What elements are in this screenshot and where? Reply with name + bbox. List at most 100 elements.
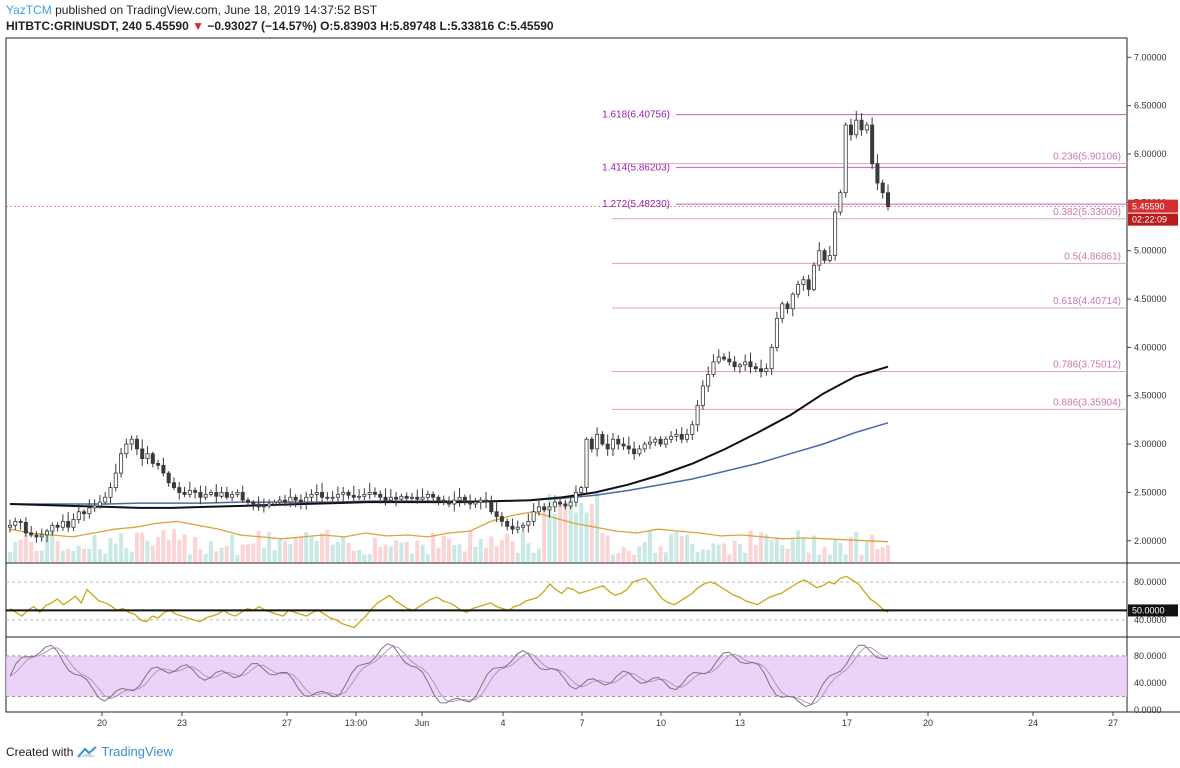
candle-body — [748, 361, 753, 368]
candle-body — [769, 346, 774, 370]
candle-body — [452, 499, 457, 505]
candle-body — [330, 496, 335, 499]
volume-bar — [753, 544, 758, 563]
volume-bar — [193, 536, 198, 563]
volume-bar — [785, 548, 790, 563]
volume-bar — [542, 505, 547, 563]
candle-body — [669, 435, 674, 440]
candle-body — [790, 293, 795, 310]
volume-bar — [156, 537, 161, 563]
volume-bar — [769, 540, 774, 563]
volume-bar — [415, 540, 420, 563]
candle-body — [711, 361, 716, 375]
volume-bar — [515, 552, 520, 563]
price-tick-label: 4.00000 — [1134, 342, 1167, 352]
volume-bar — [346, 542, 351, 563]
time-tick-label: 17 — [842, 718, 852, 728]
volume-bars — [8, 492, 890, 563]
candle-body — [18, 521, 23, 523]
candle-body — [166, 472, 171, 484]
volume-bar — [235, 554, 240, 563]
rsi-level-tag — [1128, 604, 1178, 617]
volume-bar — [494, 546, 499, 563]
volume-bar — [351, 550, 356, 563]
stochastic-panel: 80.0000 40.0000 0.0000 — [6, 643, 1167, 715]
volume-bar — [605, 535, 610, 563]
price-axis: 7.000006.500006.000005.500005.000004.500… — [6, 52, 1178, 546]
candle-body — [573, 492, 578, 503]
candle-body — [489, 501, 494, 513]
candle-body — [309, 493, 314, 498]
time-tick-label: 23 — [177, 718, 187, 728]
candle-body — [843, 124, 848, 194]
candle-body — [653, 438, 658, 443]
candle-body — [261, 505, 266, 508]
volume-bar — [251, 543, 256, 563]
volume-bar — [50, 530, 55, 563]
candle-body — [647, 441, 652, 445]
candle-body — [658, 438, 663, 445]
volume-bar — [886, 544, 890, 563]
volume-bar — [246, 544, 251, 563]
volume-bar — [457, 544, 462, 563]
candle-body — [425, 493, 430, 498]
volume-bar — [431, 532, 436, 563]
volume-bar — [124, 548, 129, 563]
volume-bar — [409, 553, 414, 563]
candle-body — [859, 119, 864, 131]
candle-body — [23, 521, 28, 534]
volume-bar — [304, 531, 309, 563]
volume-bar — [283, 540, 288, 563]
volume-bar — [843, 554, 848, 563]
candle-body — [568, 501, 573, 507]
volume-bar — [764, 534, 769, 563]
volume-bar — [145, 540, 150, 563]
volume-bar — [13, 541, 18, 563]
candle-body — [685, 434, 690, 440]
candle-body — [446, 501, 451, 505]
candle-body — [129, 438, 134, 445]
time-tick-label: 20 — [97, 718, 107, 728]
volume-bar — [187, 554, 192, 563]
volume-bar — [706, 549, 711, 563]
candle-body — [34, 534, 39, 538]
author-link[interactable]: YazTCM — [6, 3, 52, 17]
volume-bar — [240, 544, 245, 563]
candle-body — [626, 445, 631, 450]
candle-body — [531, 511, 536, 522]
candle-body — [60, 521, 65, 528]
candle-body — [293, 496, 298, 501]
volume-bar — [870, 534, 875, 563]
candle-body — [383, 496, 388, 501]
volume-bar — [790, 538, 795, 563]
candle-body — [203, 493, 208, 498]
candle-body — [579, 487, 584, 493]
candle-body — [272, 501, 277, 505]
volume-bar — [632, 554, 637, 563]
volume-bar — [378, 547, 383, 563]
candle-body — [187, 490, 192, 495]
volume-bar — [372, 537, 377, 563]
time-tick-label: Jun — [415, 718, 430, 728]
volume-bar — [293, 537, 298, 563]
volume-bar — [563, 501, 568, 563]
symbol-info: HITBTC:GRINUSDT, 240 5.45590 ▼ −0.93027 … — [6, 19, 554, 34]
candle-body — [457, 496, 462, 501]
volume-bar — [436, 547, 441, 563]
tradingview-brand[interactable]: TradingView — [101, 744, 173, 759]
volume-bar — [610, 554, 615, 563]
candle-body — [838, 192, 843, 213]
volume-bar — [97, 549, 102, 563]
volume-bar — [45, 529, 50, 563]
candle-body — [848, 124, 853, 136]
volume-bar — [320, 533, 325, 563]
volume-bar — [140, 532, 145, 563]
candle-body — [335, 493, 340, 498]
volume-bar — [171, 529, 176, 563]
candle-body — [706, 374, 711, 387]
candle-body — [394, 496, 399, 500]
candle-body — [563, 503, 568, 507]
stoch-k-line — [9, 643, 889, 708]
candle-body — [314, 492, 319, 495]
